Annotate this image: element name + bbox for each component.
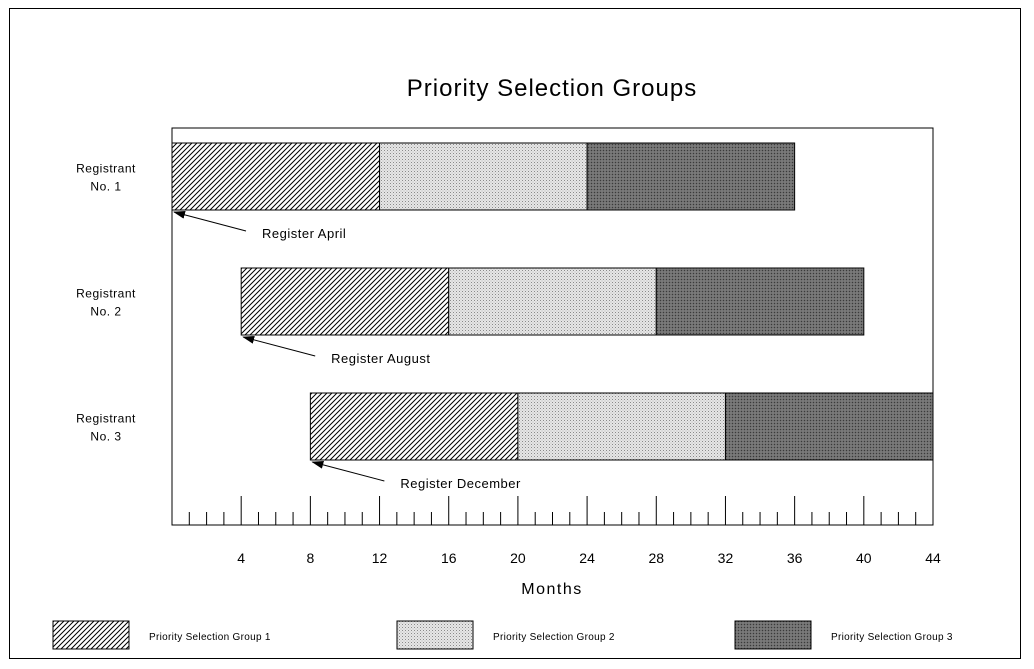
- category-label: No. 2: [90, 305, 121, 319]
- category-label: Registrant: [76, 162, 136, 176]
- category-labels: Registrant No. 1 Registrant No. 2 Registrant…: [76, 162, 136, 444]
- bar-segment-group-3: [655, 267, 865, 336]
- bar-segment-group-2: [517, 392, 726, 461]
- bar-segment-group-3: [586, 142, 796, 211]
- bars: [171, 142, 934, 461]
- category-label: No. 3: [90, 430, 121, 444]
- x-tick-label: 36: [787, 550, 803, 566]
- bar-segment-group-3: [724, 392, 934, 461]
- x-tick-label: 44: [925, 550, 941, 566]
- bar-segment-group-1: [171, 142, 381, 211]
- legend-swatch-group-1: [52, 620, 130, 650]
- annotation-label: Register December: [400, 476, 521, 491]
- bar-segment-group-1: [309, 392, 519, 461]
- x-axis: 4 8 12 16 20 24 28 32 36 40 44: [188, 496, 941, 566]
- category-label: Registrant: [76, 287, 136, 301]
- x-tick-label: 24: [579, 550, 595, 566]
- x-tick-label: 32: [718, 550, 734, 566]
- x-tick-label: 12: [372, 550, 388, 566]
- x-tick-label: 28: [648, 550, 664, 566]
- chart-frame: [9, 8, 1021, 659]
- legend-swatch-group-2: [396, 620, 474, 650]
- category-label: No. 1: [90, 180, 121, 194]
- annotation-arrow: [242, 335, 316, 357]
- legend-label: Priority Selection Group 1: [149, 632, 271, 643]
- bar-segment-group-2: [379, 142, 588, 211]
- bar-segment-group-2: [448, 267, 657, 336]
- annotation-arrow: [173, 210, 247, 232]
- legend: Priority Selection Group 1 Priority Selec…: [52, 620, 953, 650]
- annotations: Register April Register August Register De…: [173, 210, 521, 491]
- annotation-label: Register April: [262, 226, 346, 241]
- x-axis-label: Months: [521, 581, 582, 598]
- legend-label: Priority Selection Group 3: [831, 632, 953, 643]
- x-tick-label: 40: [856, 550, 872, 566]
- chart-title: Priority Selection Groups: [407, 75, 697, 102]
- x-tick-label: 4: [237, 550, 245, 566]
- legend-label: Priority Selection Group 2: [493, 632, 615, 643]
- legend-swatch-group-3: [734, 620, 812, 650]
- x-tick-label: 20: [510, 550, 526, 566]
- bar-segment-group-1: [240, 267, 450, 336]
- x-tick-label: 16: [441, 550, 457, 566]
- category-label: Registrant: [76, 412, 136, 426]
- x-tick-label: 8: [306, 550, 314, 566]
- annotation-label: Register August: [331, 351, 430, 366]
- annotation-arrow: [311, 460, 385, 482]
